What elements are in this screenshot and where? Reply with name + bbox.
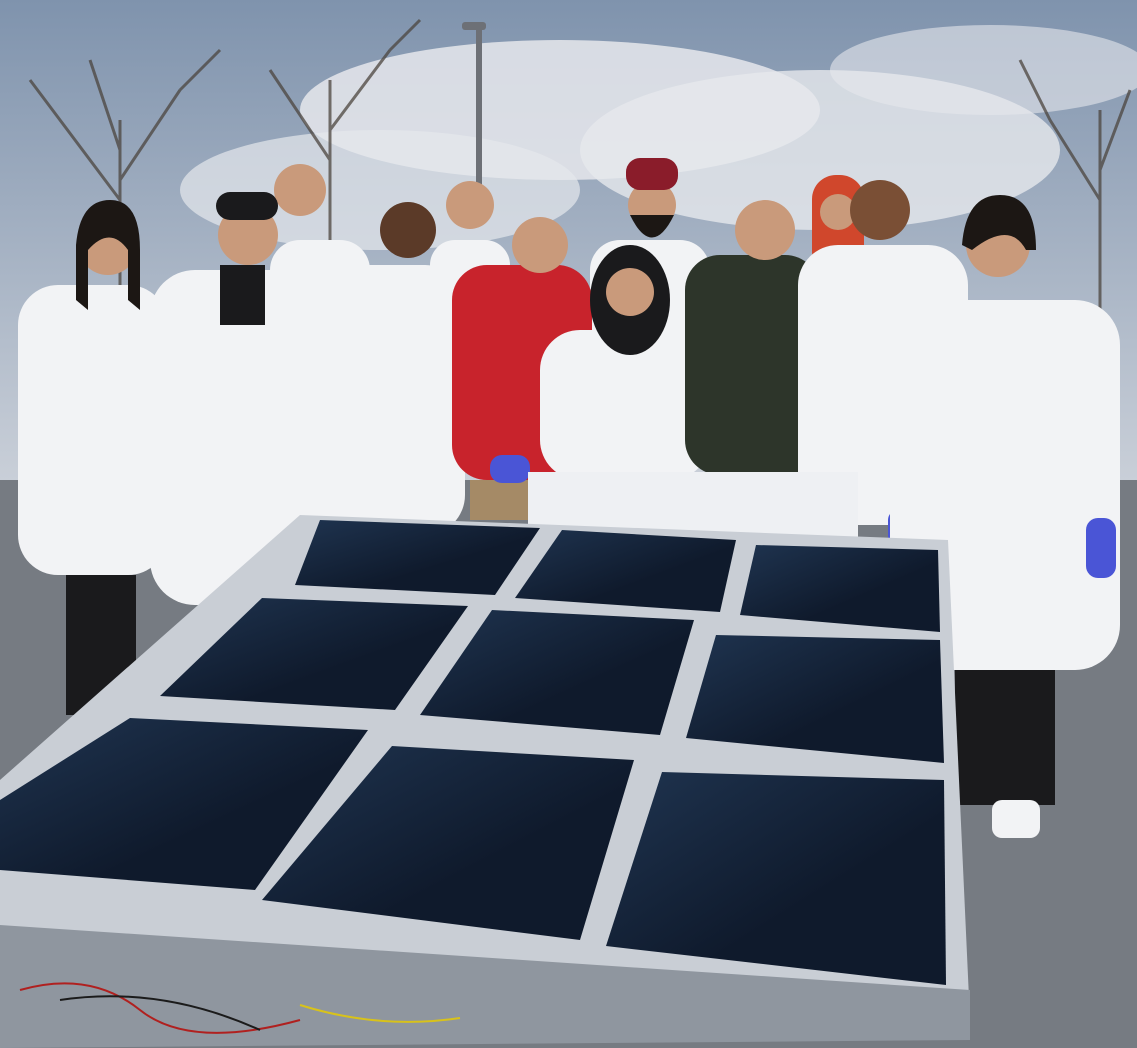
clouds	[180, 25, 1137, 250]
street-lamp-icon	[462, 22, 486, 200]
front-row-people	[18, 180, 1120, 838]
cables-icon	[19, 982, 461, 1034]
solar-module-array-icon	[0, 515, 970, 1048]
